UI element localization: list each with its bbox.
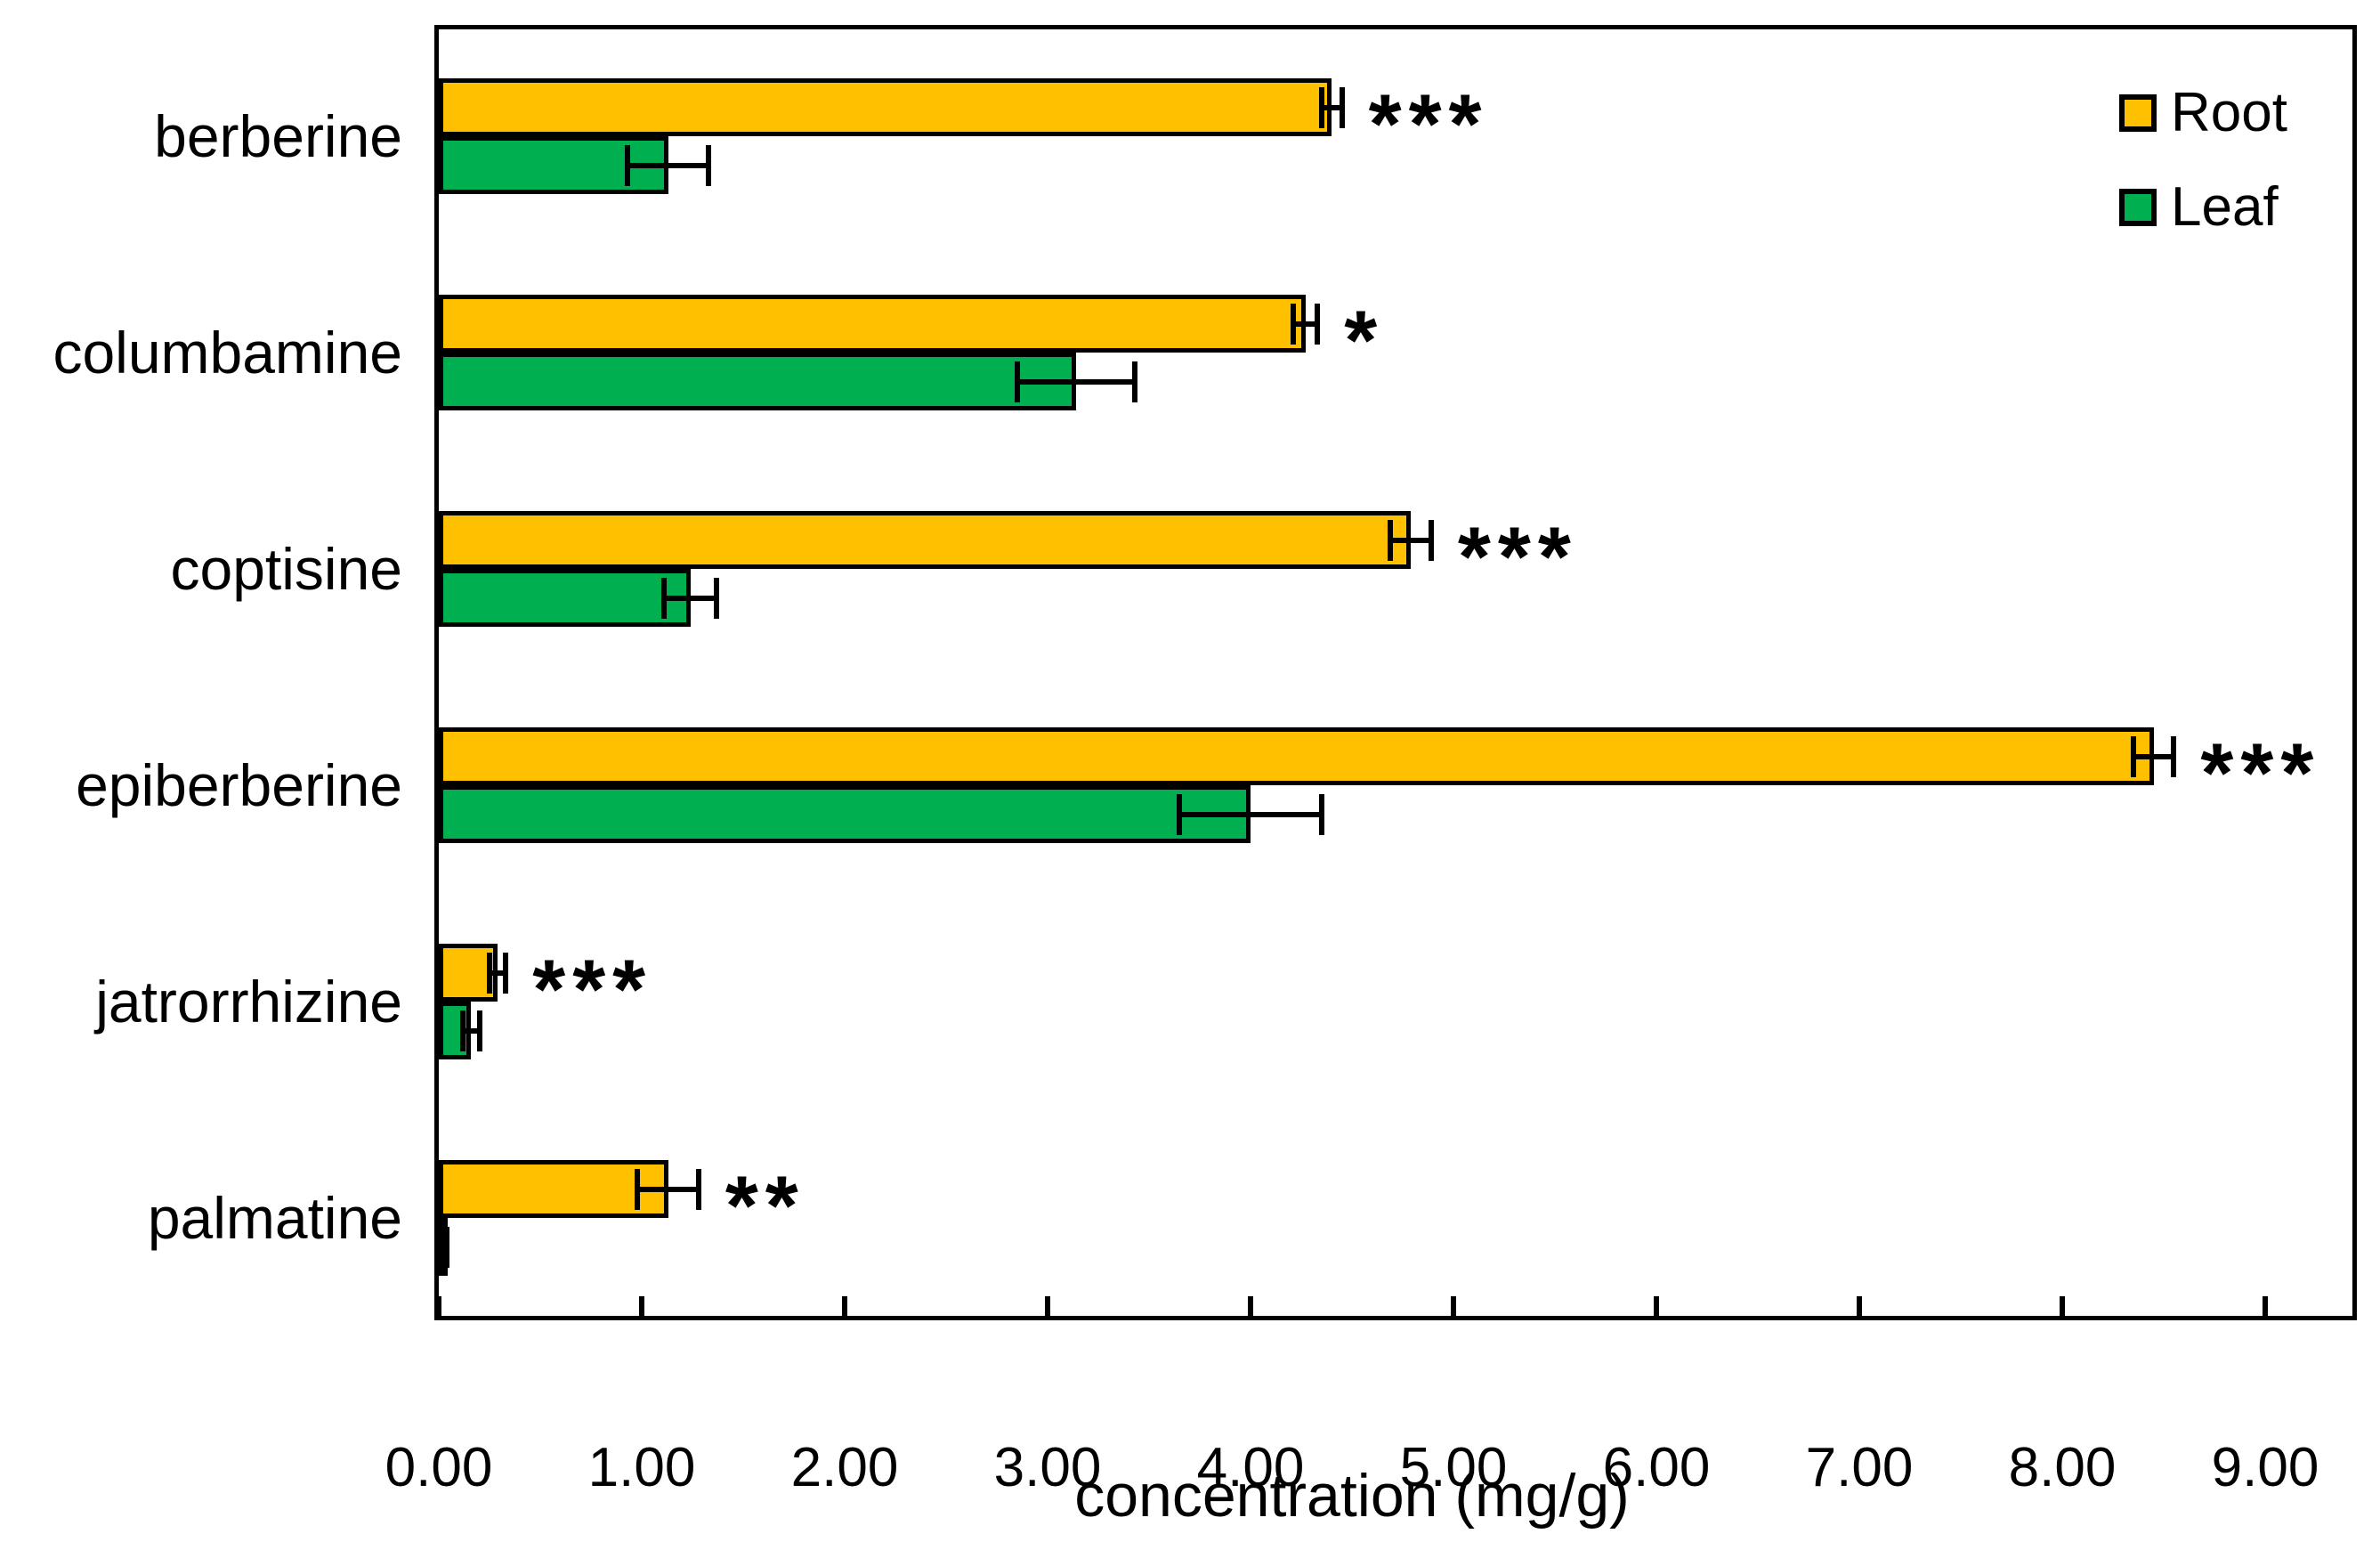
error-bar-cap-right-root-palmatine: [695, 1169, 701, 1210]
x-tick-3.00: [1045, 1296, 1050, 1316]
bar-root-palmatine: [439, 1160, 668, 1218]
x-tick-label-1.00: 1.00: [587, 1437, 696, 1498]
significance-berberine: ***: [1368, 77, 1489, 172]
category-label-jatrorrhizine: jatrorrhizine: [95, 969, 402, 1035]
error-bar-cap-left-root-epiberberine: [2130, 736, 2136, 777]
category-label-palmatine: palmatine: [147, 1185, 402, 1251]
x-tick-2.00: [842, 1296, 847, 1316]
x-tick-label-6.00: 6.00: [1602, 1437, 1711, 1498]
x-tick-label-2.00: 2.00: [790, 1437, 899, 1498]
error-bar-cap-right-root-jatrorrhizine: [503, 953, 509, 994]
error-bar-cap-right-root-columbamine: [1315, 304, 1321, 345]
error-bar-cap-left-root-coptisine: [1388, 520, 1394, 561]
error-bar-line-root-palmatine: [637, 1187, 699, 1192]
bar-root-columbamine: [439, 295, 1306, 353]
x-tick-label-3.00: 3.00: [993, 1437, 1102, 1498]
error-bar-cap-left-leaf-coptisine: [661, 578, 668, 619]
category-label-coptisine: coptisine: [170, 536, 403, 602]
bars-layer: *** * *** *** *** **: [436, 29, 2352, 1316]
significance-palmatine: **: [725, 1158, 805, 1254]
bar-root-coptisine: [439, 511, 1412, 569]
x-tick-8.00: [2060, 1296, 2065, 1316]
error-bar-cap-left-root-berberine: [1318, 87, 1324, 128]
error-bar-cap-left-leaf-berberine: [625, 145, 631, 186]
x-tick-1.00: [639, 1296, 644, 1316]
x-tick-5.00: [1451, 1296, 1456, 1316]
category-label-epiberberine: epiberberine: [76, 752, 402, 818]
x-tick-label-9.00: 9.00: [2211, 1437, 2319, 1498]
category-label-columbamine: columbamine: [53, 320, 402, 385]
bar-root-epiberberine: [439, 727, 2154, 785]
error-bar-cap-right-leaf-berberine: [706, 145, 712, 186]
error-bar-cap-right-root-berberine: [1339, 87, 1345, 128]
error-bar-cap-left-leaf-jatrorrhizine: [460, 1010, 466, 1051]
error-bar-line-root-columbamine: [1292, 321, 1318, 327]
error-bar-cap-left-root-columbamine: [1290, 304, 1296, 345]
legend: Root Leaf: [2119, 85, 2287, 274]
significance-epiberberine: ***: [2200, 726, 2321, 821]
x-tick-label-8.00: 8.00: [2008, 1437, 2117, 1498]
x-tick-4.00: [1248, 1296, 1253, 1316]
error-bar-cap-right-leaf-epiberberine: [1318, 794, 1324, 835]
x-tick-label-0.00: 0.00: [385, 1437, 493, 1498]
bar-leaf-epiberberine: [439, 785, 1251, 843]
error-bar-line-leaf-columbamine: [1016, 379, 1136, 385]
legend-item-root: Root: [2119, 85, 2287, 141]
x-tick-9.00: [2263, 1296, 2268, 1316]
error-bar-line-leaf-epiberberine: [1179, 812, 1322, 817]
significance-columbamine: *: [1344, 293, 1385, 388]
error-bar-line-root-berberine: [1321, 105, 1342, 110]
bar-root-berberine: [439, 78, 1332, 136]
bar-leaf-coptisine: [439, 569, 691, 627]
error-bar-line-leaf-jatrorrhizine: [463, 1028, 480, 1034]
legend-swatch-leaf: [2119, 189, 2157, 226]
x-tick-label-5.00: 5.00: [1399, 1437, 1508, 1498]
error-bar-line-root-epiberberine: [2133, 754, 2174, 759]
legend-label-leaf: Leaf: [2171, 176, 2279, 238]
category-label-berberine: berberine: [154, 103, 402, 169]
legend-label-root: Root: [2171, 82, 2287, 143]
significance-jatrorrhizine: ***: [532, 942, 653, 1037]
error-bar-cap-left-leaf-palmatine: [436, 1227, 441, 1268]
plot-area: *** * *** *** *** **: [434, 25, 2357, 1320]
significance-coptisine: ***: [1457, 509, 1578, 605]
error-bar-cap-left-root-jatrorrhizine: [487, 953, 492, 994]
error-bar-line-leaf-berberine: [627, 163, 709, 168]
error-bar-cap-right-leaf-jatrorrhizine: [476, 1010, 482, 1051]
error-bar-line-leaf-coptisine: [664, 596, 717, 601]
error-bar-cap-right-root-coptisine: [1428, 520, 1434, 561]
error-bar-cap-right-leaf-palmatine: [444, 1227, 450, 1268]
x-tick-6.00: [1654, 1296, 1659, 1316]
error-bar-line-leaf-palmatine: [439, 1245, 448, 1250]
error-bar-cap-left-leaf-columbamine: [1014, 361, 1020, 402]
x-tick-7.00: [1857, 1296, 1862, 1316]
error-bar-line-root-coptisine: [1390, 538, 1431, 543]
legend-swatch-root: [2119, 94, 2157, 132]
error-bar-cap-right-root-epiberberine: [2171, 736, 2177, 777]
error-bar-cap-left-leaf-epiberberine: [1177, 794, 1183, 835]
x-tick-label-4.00: 4.00: [1196, 1437, 1305, 1498]
x-tick-0.00: [436, 1296, 441, 1316]
x-axis-title: concentration (mg/g): [1074, 1462, 1630, 1530]
legend-item-leaf: Leaf: [2119, 180, 2287, 235]
error-bar-line-root-jatrorrhizine: [490, 970, 506, 976]
error-bar-cap-left-root-palmatine: [635, 1169, 641, 1210]
x-tick-label-7.00: 7.00: [1805, 1437, 1914, 1498]
error-bar-cap-right-leaf-columbamine: [1132, 361, 1138, 402]
bar-leaf-columbamine: [439, 353, 1076, 410]
error-bar-cap-right-leaf-coptisine: [714, 578, 720, 619]
